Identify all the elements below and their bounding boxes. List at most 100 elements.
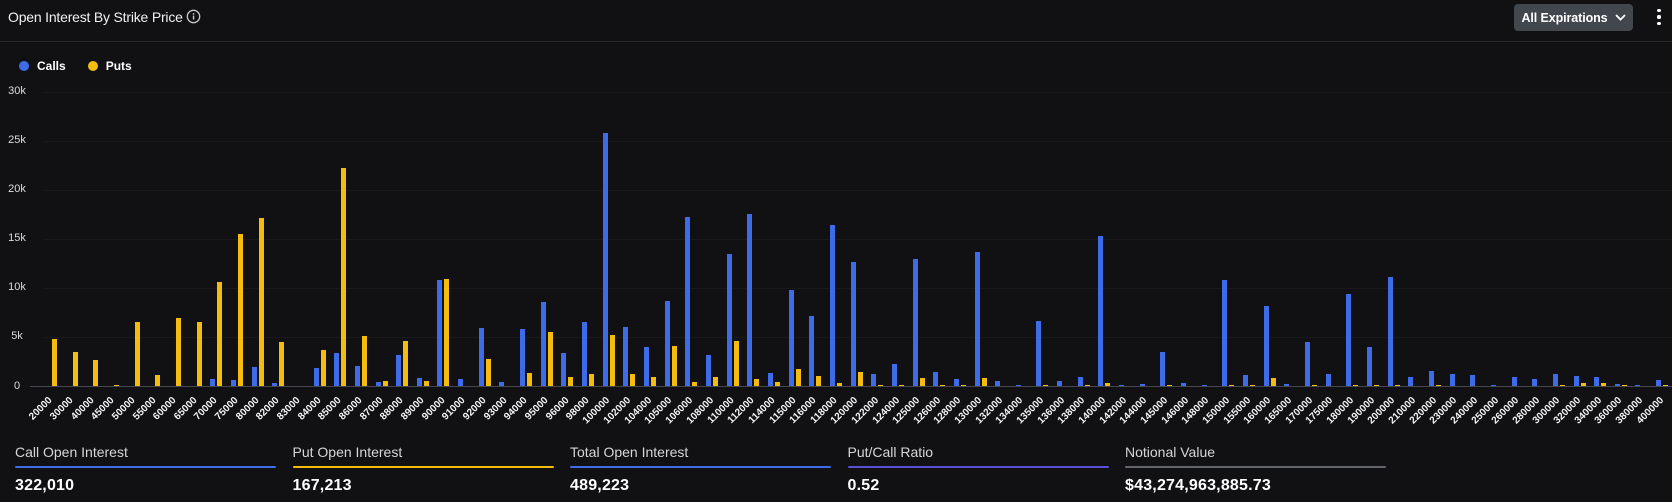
call-bar[interactable] [726, 254, 732, 386]
call-bar[interactable] [334, 353, 340, 386]
call-bar[interactable] [1346, 294, 1352, 386]
call-bar[interactable] [1552, 374, 1558, 386]
put-bar[interactable] [671, 345, 677, 386]
put-bar[interactable] [1250, 385, 1255, 386]
put-bar[interactable] [423, 380, 429, 386]
call-bar[interactable] [1428, 370, 1434, 386]
call-bar[interactable] [871, 374, 877, 386]
call-bar[interactable] [1201, 384, 1207, 386]
call-bar[interactable] [1656, 379, 1662, 386]
call-bar[interactable] [1181, 383, 1186, 386]
info-icon[interactable] [186, 9, 201, 24]
put-bar[interactable] [1167, 385, 1173, 386]
put-bar[interactable] [1353, 384, 1359, 386]
call-bar[interactable] [1511, 376, 1517, 386]
call-bar[interactable] [396, 355, 402, 386]
put-bar[interactable] [155, 374, 161, 386]
call-bar[interactable] [1366, 347, 1372, 386]
call-bar[interactable] [1139, 384, 1145, 386]
put-bar[interactable] [713, 376, 718, 386]
put-bar[interactable] [527, 373, 533, 386]
call-bar[interactable] [664, 301, 670, 386]
put-bar[interactable] [589, 373, 594, 386]
call-bar[interactable] [1635, 384, 1641, 386]
call-bar[interactable] [974, 252, 980, 386]
put-bar[interactable] [196, 321, 202, 386]
put-bar[interactable] [93, 359, 99, 386]
call-bar[interactable] [809, 315, 815, 386]
put-bar[interactable] [1663, 385, 1669, 386]
call-bar[interactable] [602, 133, 608, 386]
call-bar[interactable] [499, 382, 505, 386]
put-bar[interactable] [1229, 384, 1235, 386]
put-bar[interactable] [175, 317, 181, 386]
put-bar[interactable] [1394, 384, 1400, 386]
call-bar[interactable] [561, 352, 567, 386]
put-bar[interactable] [52, 339, 57, 386]
legend-item-puts[interactable]: Puts [87, 59, 132, 73]
call-bar[interactable] [995, 380, 1001, 386]
put-bar[interactable] [279, 342, 285, 386]
put-bar[interactable] [1373, 385, 1379, 386]
put-bar[interactable] [1312, 385, 1317, 386]
call-bar[interactable] [1284, 384, 1290, 386]
call-bar[interactable] [1263, 306, 1269, 386]
call-bar[interactable] [582, 322, 587, 386]
call-bar[interactable] [706, 354, 711, 386]
put-bar[interactable] [692, 382, 698, 386]
put-bar[interactable] [382, 381, 388, 386]
put-bar[interactable] [1580, 383, 1586, 386]
call-bar[interactable] [1594, 376, 1600, 386]
call-bar[interactable] [1305, 342, 1310, 386]
call-bar[interactable] [1408, 376, 1414, 386]
put-bar[interactable] [795, 368, 801, 386]
put-bar[interactable] [609, 334, 615, 386]
call-bar[interactable] [1222, 279, 1228, 386]
put-bar[interactable] [547, 332, 553, 386]
call-bar[interactable] [767, 372, 773, 386]
put-bar[interactable] [774, 381, 780, 386]
put-bar[interactable] [878, 385, 884, 386]
put-bar[interactable] [754, 379, 760, 386]
call-bar[interactable] [1036, 320, 1042, 386]
call-bar[interactable] [623, 326, 629, 386]
call-bar[interactable] [685, 216, 691, 386]
put-bar[interactable] [217, 282, 223, 386]
put-bar[interactable] [114, 385, 119, 386]
call-bar[interactable] [210, 378, 216, 386]
put-bar[interactable] [733, 341, 739, 386]
put-bar[interactable] [72, 352, 78, 386]
call-bar[interactable] [416, 378, 422, 386]
put-bar[interactable] [568, 376, 574, 386]
put-bar[interactable] [940, 385, 946, 386]
call-bar[interactable] [1325, 373, 1331, 386]
put-bar[interactable] [320, 349, 326, 386]
call-bar[interactable] [520, 329, 526, 386]
put-bar[interactable] [857, 371, 863, 386]
call-bar[interactable] [354, 366, 360, 386]
call-bar[interactable] [788, 290, 794, 386]
call-bar[interactable] [1243, 374, 1248, 386]
put-bar[interactable] [1601, 383, 1607, 386]
call-bar[interactable] [1119, 384, 1125, 386]
put-bar[interactable] [919, 378, 925, 386]
call-bar[interactable] [478, 327, 484, 386]
call-bar[interactable] [747, 214, 753, 386]
call-bar[interactable] [1160, 352, 1166, 386]
put-bar[interactable] [1084, 385, 1090, 386]
call-bar[interactable] [230, 380, 236, 386]
call-bar[interactable] [1490, 384, 1496, 386]
put-bar[interactable] [361, 335, 367, 386]
put-bar[interactable] [1559, 385, 1565, 386]
put-bar[interactable] [1105, 383, 1111, 386]
call-bar[interactable] [1098, 236, 1104, 386]
call-bar[interactable] [1573, 376, 1579, 386]
call-bar[interactable] [953, 379, 959, 386]
put-bar[interactable] [960, 385, 966, 386]
call-bar[interactable] [540, 301, 546, 386]
put-bar[interactable] [898, 385, 904, 386]
put-bar[interactable] [630, 373, 636, 386]
call-bar[interactable] [1614, 384, 1620, 386]
call-bar[interactable] [1057, 380, 1063, 386]
